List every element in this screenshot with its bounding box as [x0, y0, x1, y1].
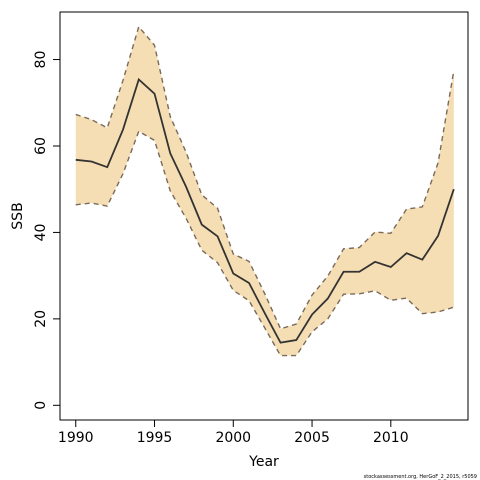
- y-tick-label: 60: [33, 137, 49, 155]
- lower-bound-line: [75, 130, 455, 357]
- confidence-band: [75, 26, 454, 356]
- x-tick-label: 1995: [137, 430, 173, 446]
- y-tick-label: 80: [33, 51, 49, 69]
- plot-frame: [59, 11, 469, 421]
- x-tick-label: 2000: [215, 430, 251, 446]
- ssb-estimate-line: [75, 77, 455, 344]
- footnote: stockassessment.org, HerGoF_2_2015, r505…: [364, 474, 477, 480]
- x-tick-label: 2005: [294, 430, 330, 446]
- y-tick-label: 20: [33, 310, 49, 328]
- x-tick-label: 2010: [373, 430, 409, 446]
- y-tick-label: 40: [33, 224, 49, 242]
- y-axis-title: SSB: [10, 202, 26, 229]
- x-axis-title: Year: [248, 454, 279, 470]
- x-tick-label: 1990: [58, 430, 94, 446]
- upper-bound-line: [75, 25, 455, 330]
- y-tick-label: 0: [33, 401, 49, 410]
